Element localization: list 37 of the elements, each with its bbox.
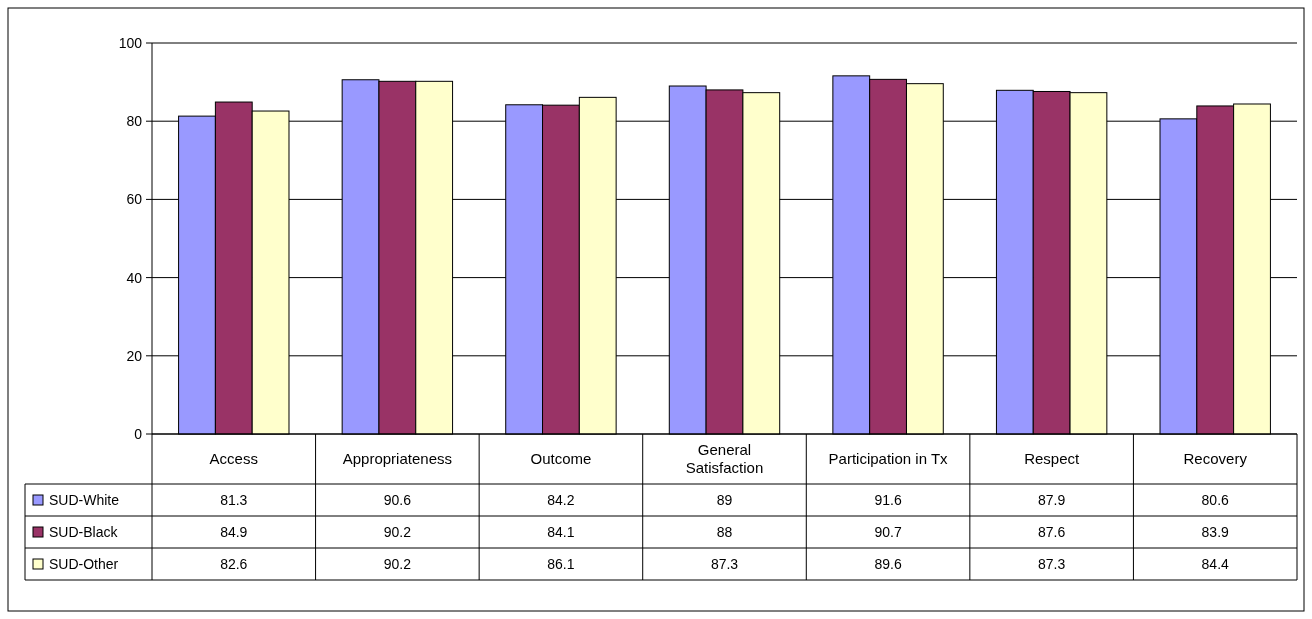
- y-tick-label: 0: [134, 425, 143, 442]
- x-tick-label: Recovery: [1183, 450, 1248, 468]
- data-label: 88: [716, 523, 733, 540]
- data-label: 90.2: [383, 523, 412, 540]
- y-tick-label: 80: [126, 113, 143, 130]
- y-tick-label: 100: [118, 34, 143, 51]
- legend-label: SUD-Black: [49, 523, 119, 540]
- data-label: 84.2: [547, 491, 575, 508]
- data-label: 89: [716, 491, 733, 508]
- x-tick-label: General Satisfaction: [685, 441, 764, 477]
- data-label: 84.4: [1201, 555, 1230, 572]
- x-tick-label: Appropriateness: [342, 450, 452, 468]
- data-label: 89.6: [874, 555, 902, 572]
- data-label: 90.6: [383, 491, 412, 508]
- y-tick-label: 60: [126, 191, 143, 208]
- data-label: 82.6: [220, 555, 248, 572]
- data-label: 90.2: [383, 555, 412, 572]
- data-label: 84.1: [547, 523, 575, 540]
- data-label: 87.6: [1038, 523, 1066, 540]
- x-tick-label: Outcome: [530, 450, 592, 468]
- data-label: 84.9: [220, 523, 248, 540]
- data-label: 80.6: [1201, 491, 1230, 508]
- data-label: 83.9: [1201, 523, 1230, 540]
- data-label: 90.7: [874, 523, 902, 540]
- data-label: 87.3: [710, 555, 739, 572]
- y-tick-label: 40: [126, 269, 143, 286]
- x-tick-label: Respect: [1024, 450, 1080, 468]
- data-label: 91.6: [874, 491, 902, 508]
- data-label: 86.1: [547, 555, 575, 572]
- legend-label: SUD-Other: [49, 555, 119, 572]
- data-label: 81.3: [220, 491, 248, 508]
- x-tick-label: Participation in Tx: [828, 450, 949, 468]
- data-label: 87.9: [1038, 491, 1066, 508]
- data-label: 87.3: [1038, 555, 1066, 572]
- x-tick-label: Access: [209, 450, 258, 468]
- y-tick-label: 20: [126, 347, 143, 364]
- legend-label: SUD-White: [49, 491, 120, 508]
